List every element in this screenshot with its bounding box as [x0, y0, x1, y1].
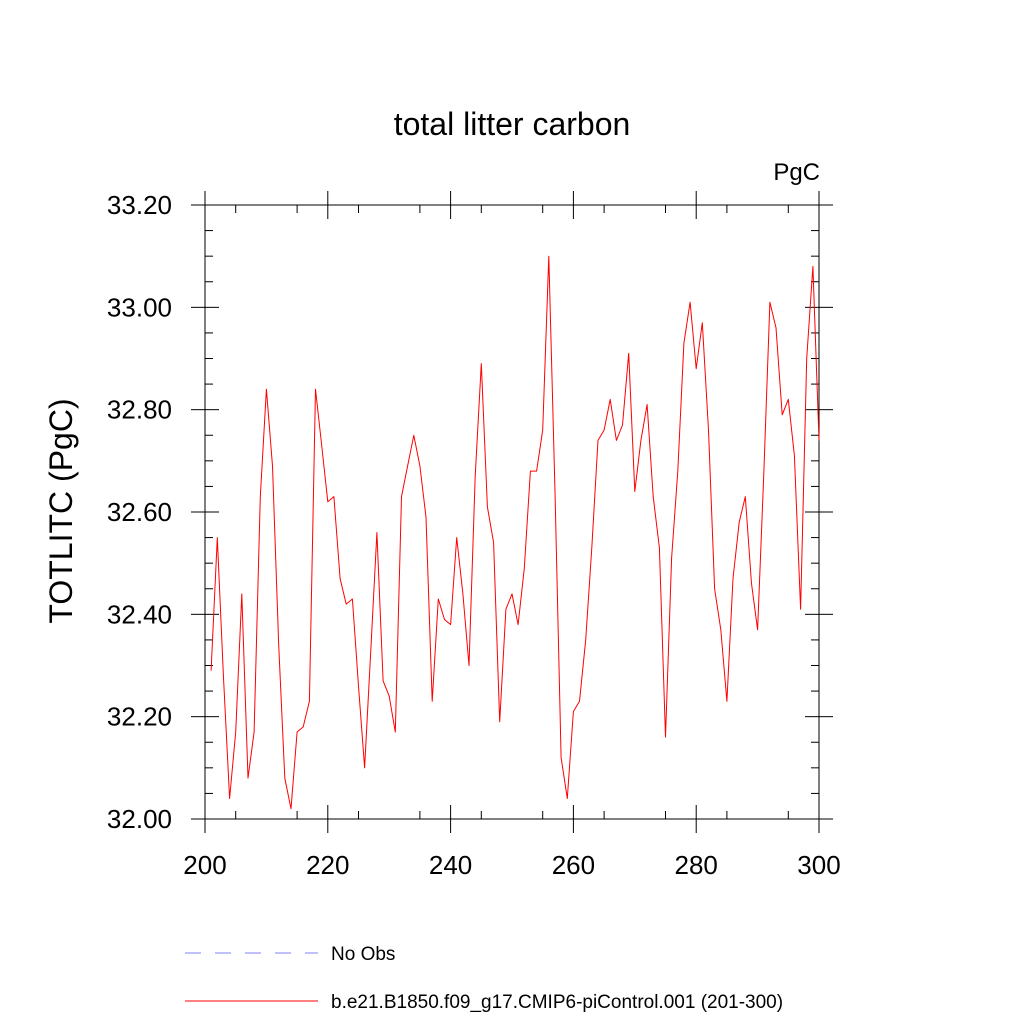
legend: No Obs b.e21.B1850.f09_g17.CMIP6-piContr… — [185, 944, 783, 1013]
data-series — [210, 255, 820, 810]
y-tick-label: 32.80 — [107, 395, 172, 425]
x-tick-label: 280 — [675, 850, 718, 880]
y-tick-label: 32.00 — [107, 804, 172, 834]
x-tick-label: 200 — [183, 850, 226, 880]
y-tick-label: 33.20 — [107, 190, 172, 220]
y-axis-label: TOTLITC (PgC) — [43, 398, 79, 623]
chart-title: total litter carbon — [394, 106, 631, 142]
y-tick-label: 32.60 — [107, 497, 172, 527]
x-tick-label: 240 — [429, 850, 472, 880]
units-label: PgC — [773, 159, 820, 186]
y-tick-label: 32.20 — [107, 702, 172, 732]
y-tick-label: 32.40 — [107, 599, 172, 629]
legend-label-no-obs: No Obs — [331, 944, 395, 965]
series-line — [210, 255, 820, 810]
x-tick-label: 260 — [552, 850, 595, 880]
legend-label-model-run: b.e21.B1850.f09_g17.CMIP6-piControl.001 … — [331, 992, 783, 1013]
axis-tick-labels: 200 220 240 260 280 300 32.00 32.20 32.40 32.60 32… — [107, 190, 841, 880]
plot-frame — [204, 204, 820, 820]
y-tick-label: 33.00 — [107, 292, 172, 322]
axis-ticks — [191, 191, 833, 833]
x-tick-label: 220 — [306, 850, 349, 880]
x-tick-label: 300 — [797, 850, 840, 880]
